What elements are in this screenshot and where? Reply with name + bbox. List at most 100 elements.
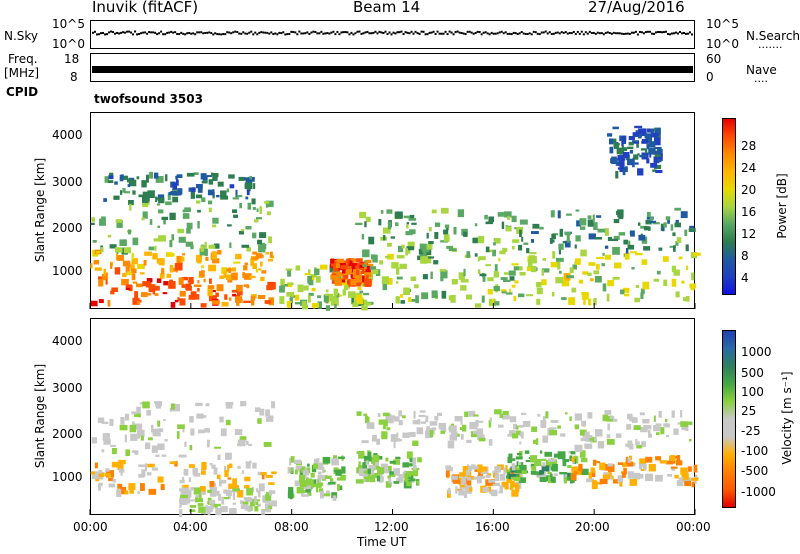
nsky-point (532, 30, 535, 33)
nsky-point (372, 31, 375, 34)
power-cell (683, 297, 687, 302)
power-cell (633, 154, 639, 160)
power-cell (669, 245, 676, 248)
power-cell (513, 295, 517, 302)
power-ytick-2000: 2000 (52, 221, 83, 235)
velocity-cell (383, 419, 388, 427)
power-cell (619, 289, 625, 295)
nsky-point (228, 31, 231, 34)
velocity-cell (615, 433, 622, 438)
power-cell (253, 219, 259, 223)
power-cell (257, 294, 266, 300)
power-cell (110, 263, 113, 269)
velocity-cell (673, 455, 678, 459)
velocity-cell (440, 427, 447, 433)
nsky-point (444, 30, 447, 33)
power-cell (253, 183, 256, 190)
velocity-cell (580, 437, 588, 442)
velocity-cell (655, 423, 662, 427)
power-cell (372, 254, 378, 263)
nsky-point (460, 31, 463, 34)
power-cell (350, 279, 357, 286)
power-cell (266, 211, 271, 216)
velocity-cell (157, 476, 164, 483)
power-cell (634, 162, 639, 165)
power-cell (564, 240, 571, 248)
power-cell (211, 289, 216, 293)
velocity-cell (608, 464, 615, 472)
velocity-cell (268, 505, 273, 509)
velocity-cell (290, 456, 295, 463)
velocity-cell (287, 490, 294, 499)
velocity-cell (244, 476, 251, 482)
velocity-cell (459, 472, 466, 477)
power-cell (269, 251, 273, 258)
power-cell (494, 264, 498, 272)
power-cell (116, 220, 123, 228)
velocity-cell (228, 483, 235, 490)
power-cell (158, 197, 165, 204)
velocity-cell (169, 407, 173, 412)
velocity-cell (625, 456, 629, 465)
velocity-cell (642, 418, 650, 424)
nsky-point (690, 33, 693, 36)
nsky-point (196, 31, 199, 34)
nsky-point (366, 30, 369, 33)
velocity-cell (378, 475, 384, 483)
nsky-point (356, 30, 359, 33)
velocity-cell (671, 410, 675, 418)
power-cell (653, 278, 660, 282)
nsky-point (174, 31, 177, 34)
velocity-cell (103, 438, 111, 445)
velocity-cell (557, 451, 566, 460)
power-cell (501, 221, 505, 229)
velocity-cell (492, 470, 499, 474)
nsky-point (614, 32, 617, 35)
nsky-point (138, 32, 141, 35)
velocity-cell (457, 488, 460, 492)
power-cell (177, 188, 183, 195)
xlabel: Time UT (357, 535, 407, 549)
nsky-point (364, 31, 367, 34)
power-cell (575, 235, 581, 242)
velocity-cell (120, 471, 123, 476)
power-cell (246, 189, 250, 196)
velocity-cell (578, 463, 583, 472)
velocity-cell (539, 476, 547, 483)
velocity-cell (589, 438, 596, 441)
power-cell (279, 296, 285, 305)
power-cell (171, 234, 175, 241)
power-cell (493, 270, 498, 278)
velocity-cell (579, 429, 587, 436)
power-cell (680, 211, 688, 219)
power-cell (205, 256, 209, 261)
nsky-point (534, 31, 537, 34)
velocity-cell (393, 459, 401, 465)
velocity-cell (580, 457, 588, 463)
nsky-point (114, 32, 117, 35)
velocity-cell (530, 455, 538, 463)
velocity-cell (144, 463, 148, 472)
power-cell (616, 210, 620, 215)
nsky-point (376, 32, 379, 35)
velocity-cell (623, 468, 627, 475)
velocity-cell (680, 467, 688, 475)
velocity-cell (124, 434, 127, 443)
velocity-cell (680, 410, 683, 418)
velocity-cell (299, 469, 304, 477)
power-cell (588, 298, 592, 306)
velocity-cell (574, 413, 582, 421)
power-cell (114, 181, 118, 185)
velocity-cell (669, 455, 675, 462)
velocity-cell (300, 468, 303, 473)
power-cell (137, 301, 141, 305)
nsky-point (496, 32, 499, 35)
velocity-cell (393, 481, 400, 484)
power-cell (604, 254, 612, 260)
power-cell (232, 209, 238, 213)
power-cell (334, 278, 342, 286)
power-cell (207, 288, 213, 297)
power-cell (566, 213, 572, 216)
velocity-cell (559, 471, 568, 475)
power-cell (665, 216, 671, 221)
